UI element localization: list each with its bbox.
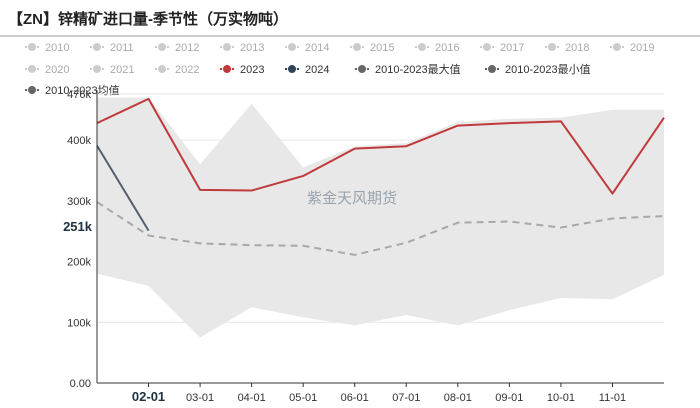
legend-marker-icon <box>287 42 297 52</box>
legend-marker-icon <box>92 64 102 74</box>
legend-label: 2013 <box>240 42 264 54</box>
legend-label: 2015 <box>370 42 394 54</box>
series-line-2023 <box>96 97 665 195</box>
legend-marker-icon <box>27 42 37 52</box>
legend-item-2010[interactable]: 2010 <box>25 42 69 54</box>
legend-label: 2011 <box>110 42 134 54</box>
legend-item-2024[interactable]: 2024 <box>285 64 329 76</box>
legend-item-2016[interactable]: 2016 <box>415 42 459 54</box>
legend: 2010 2011 2012 2013 2014 2015 2016 2017 2018 2019… <box>25 42 654 97</box>
legend-marker-icon <box>222 64 232 74</box>
legend-item-2022[interactable]: 2022 <box>155 64 199 76</box>
legend-marker-icon <box>482 42 492 52</box>
legend-label: 2019 <box>630 42 654 54</box>
legend-item-2011[interactable]: 2011 <box>90 42 134 54</box>
x-axis-labels: 02-01 03-01 04-01 05-01 06-01 07-01 08-01 09-01… <box>132 383 626 404</box>
x-tick-label: 11-01 <box>599 392 626 404</box>
series <box>96 97 665 256</box>
y-tick-label: 0.00 <box>70 378 91 390</box>
y-tick-label: 200k <box>67 257 91 269</box>
legend-item-2013[interactable]: 2013 <box>220 42 264 54</box>
legend-label: 2014 <box>305 42 329 54</box>
legend-marker-icon <box>27 85 37 95</box>
x-tick-label: 04-01 <box>238 392 266 404</box>
legend-item-2010-2023[interactable]: 2010-2023最小值 <box>485 63 591 76</box>
legend-marker-icon <box>352 42 362 52</box>
legend-label: 2018 <box>565 42 589 54</box>
y-tick-label: 476k <box>67 89 91 101</box>
x-tick-label: 05-01 <box>289 392 317 404</box>
legend-label: 2020 <box>45 64 69 76</box>
legend-item-2019[interactable]: 2019 <box>610 42 654 54</box>
legend-item-2010-2023[interactable]: 2010-2023最大值 <box>355 62 461 76</box>
legend-marker-icon <box>612 42 622 52</box>
legend-label: 2010-2023最小值 <box>505 63 591 76</box>
legend-marker-icon <box>157 42 167 52</box>
legend-marker-icon <box>287 64 297 74</box>
legend-label: 2010 <box>45 42 69 54</box>
legend-label: 2021 <box>110 64 134 76</box>
band-area <box>97 97 664 338</box>
chart-title: 【ZN】锌精矿进口量-季节性（万实物吨） <box>8 10 288 28</box>
legend-item-2023[interactable]: 2023 <box>220 64 264 76</box>
legend-marker-icon <box>417 42 427 52</box>
x-tick-label: 10-01 <box>547 392 575 404</box>
legend-label: 2017 <box>500 42 524 54</box>
legend-label: 2022 <box>175 64 199 76</box>
x-tick-label: 06-01 <box>341 392 369 404</box>
legend-marker-icon <box>357 64 367 74</box>
legend-label: 2016 <box>435 42 459 54</box>
current-value-label: 251k <box>63 219 93 234</box>
y-axis-labels: 0.00 100k 200k 300k 400k 476k <box>67 89 91 390</box>
legend-item-2020[interactable]: 2020 <box>25 64 69 76</box>
y-tick-label: 300k <box>67 196 91 208</box>
series-line-2024 <box>96 145 150 232</box>
legend-marker-icon <box>547 42 557 52</box>
legend-marker-icon <box>92 42 102 52</box>
y-tick-label: 100k <box>67 317 91 329</box>
x-tick-label: 02-01 <box>132 389 165 404</box>
legend-item-2012[interactable]: 2012 <box>155 42 199 54</box>
legend-label: 2023 <box>240 64 264 76</box>
x-tick-label: 03-01 <box>186 392 214 404</box>
legend-label: 2024 <box>305 64 329 76</box>
axes <box>96 90 664 384</box>
legend-label: 2012 <box>175 42 199 54</box>
legend-item-2018[interactable]: 2018 <box>545 42 589 54</box>
x-tick-label: 08-01 <box>444 392 472 404</box>
x-tick-label: 07-01 <box>392 392 420 404</box>
legend-marker-icon <box>222 42 232 52</box>
legend-marker-icon <box>487 64 497 74</box>
min-max-band <box>97 97 664 338</box>
legend-marker-icon <box>157 64 167 74</box>
legend-item-2021[interactable]: 2021 <box>90 64 134 76</box>
y-tick-label: 400k <box>67 135 91 147</box>
x-tick-label: 09-01 <box>495 392 523 404</box>
legend-item-2017[interactable]: 2017 <box>480 42 524 54</box>
legend-item-2015[interactable]: 2015 <box>350 42 394 54</box>
watermark: 紫金天风期货 <box>307 190 397 207</box>
legend-item-2014[interactable]: 2014 <box>285 42 329 54</box>
legend-label: 2010-2023最大值 <box>375 62 461 76</box>
legend-marker-icon <box>27 64 37 74</box>
